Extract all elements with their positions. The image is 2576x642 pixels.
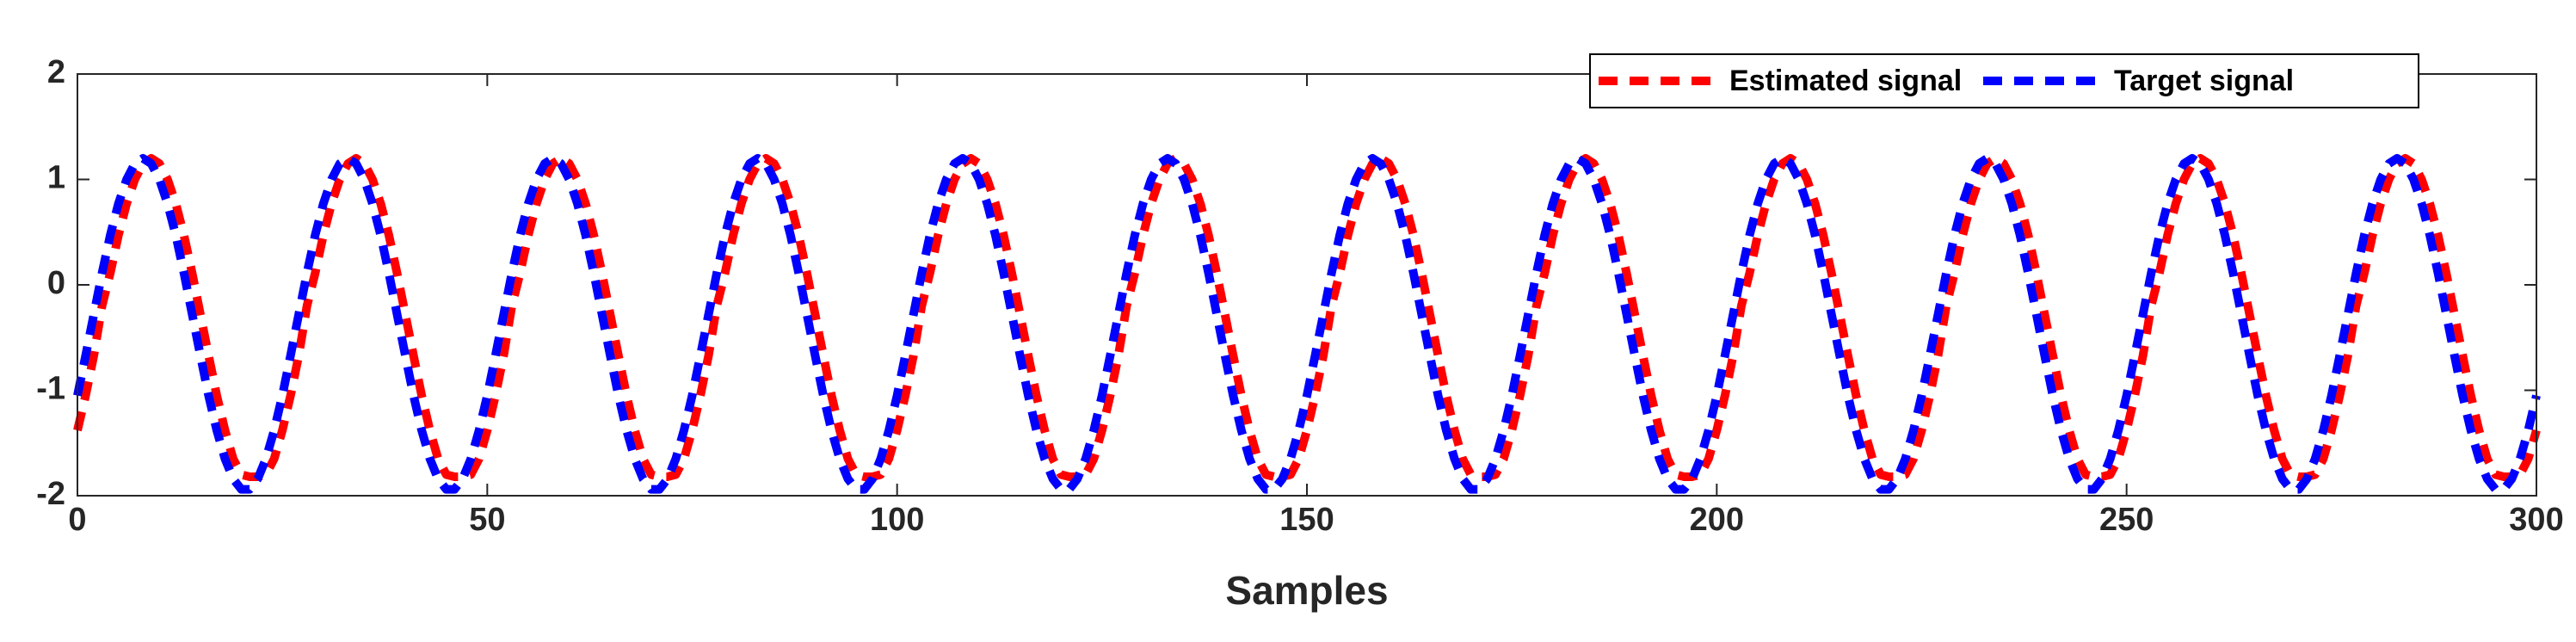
x-tick-label: 50 [469,502,505,538]
x-tick-label: 200 [1690,502,1744,538]
x-tick-label: 300 [2509,502,2563,538]
legend-label: Target signal [2114,65,2294,97]
y-tick-label: 0 [47,265,65,301]
y-tick-label: 1 [47,160,65,196]
legend-box [1589,53,2419,108]
legend: Estimated signal Target signal [1589,53,2419,108]
axes-box [77,73,2537,497]
x-tick-label: 0 [68,502,86,538]
series-line [73,154,2541,494]
legend-label: Estimated signal [1729,65,1962,97]
y-tick-label: -2 [36,476,65,512]
y-tick-label: -1 [36,371,65,407]
x-axis-label: Samples [1225,568,1388,613]
y-tick-label: 2 [47,54,65,90]
x-tick-label: 250 [2099,502,2154,538]
series-line [73,154,2541,481]
x-tick-label: 150 [1279,502,1334,538]
x-tick-label: 100 [870,502,924,538]
